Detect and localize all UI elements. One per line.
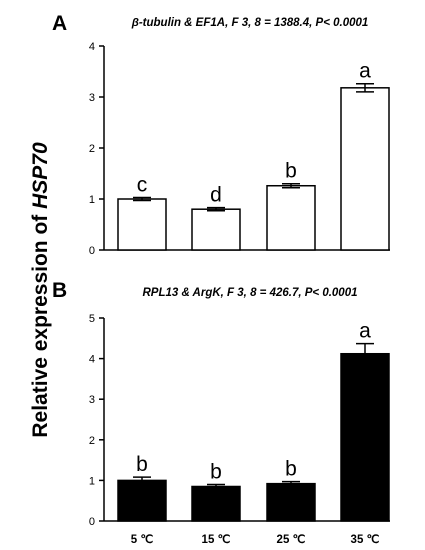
panel-b-y-tick-label-3: 3 <box>89 394 95 406</box>
panel-a-y-tick-label-4: 4 <box>89 41 95 53</box>
panel-b-bar-0 <box>117 479 167 522</box>
panel-a-y-tick-label-3: 3 <box>89 92 95 104</box>
panel-b-significance-1: b <box>210 460 222 483</box>
panel-a-significance-3: a <box>359 60 371 83</box>
panel-b-title: RPL13 & ArgK, F 3, 8 = 426.7, P< 0.0001 <box>143 287 358 299</box>
panel-a-bar-0 <box>117 198 167 251</box>
panel-a-bar-3 <box>340 87 390 251</box>
panel-b-bar-2 <box>266 482 316 522</box>
panel-b-category-label-2: 25 ℃ <box>277 533 306 546</box>
panel-b-category-label-1: 15 ℃ <box>202 533 231 546</box>
panel-b-significance-3: a <box>359 320 371 343</box>
panel-a-bar-1 <box>191 208 241 251</box>
panel-a-y-tick-label-2: 2 <box>89 143 95 155</box>
panel-b-bar-3 <box>340 352 390 522</box>
panel-b-significance-0: b <box>136 453 148 476</box>
panel-b-letter: B <box>52 279 67 302</box>
panel-a-significance-1: d <box>210 184 222 207</box>
panel-a-significance-2: b <box>285 160 297 183</box>
panel-b-significance-2: b <box>285 458 297 481</box>
panel-a-significance-0: c <box>137 173 148 196</box>
panel-a: A β-tubulin & EF1A, F 3, 8 = 1388.4, P< … <box>52 12 390 257</box>
panel-a-bar-2 <box>266 184 316 251</box>
panel-a-y-tick-label-1: 1 <box>89 194 95 206</box>
panel-b-y-tick-label-5: 5 <box>89 313 95 325</box>
panel-a-title: β-tubulin & EF1A, F 3, 8 = 1388.4, P< 0.… <box>131 17 369 29</box>
panel-a-y-tick-label-0: 0 <box>89 245 95 257</box>
y-axis-label-gene: HSP70 <box>29 142 52 209</box>
panel-b-y-tick-label-1: 1 <box>89 475 95 487</box>
panel-b: B RPL13 & ArgK, F 3, 8 = 426.7, P< 0.000… <box>52 279 390 546</box>
panel-b-y-tick-label-2: 2 <box>89 435 95 447</box>
panel-b-bar-1 <box>191 485 241 522</box>
panel-a-letter: A <box>52 12 67 35</box>
panel-b-category-label-0: 5 ℃ <box>131 533 154 546</box>
y-axis-label-prefix: Relative expression of <box>29 209 52 438</box>
panel-b-y-tick-label-0: 0 <box>89 516 95 528</box>
y-axis-label: Relative expression of HSP70 <box>29 142 52 438</box>
panel-b-y-tick-label-4: 4 <box>89 354 95 366</box>
panel-b-category-label-3: 35 ℃ <box>351 533 380 546</box>
